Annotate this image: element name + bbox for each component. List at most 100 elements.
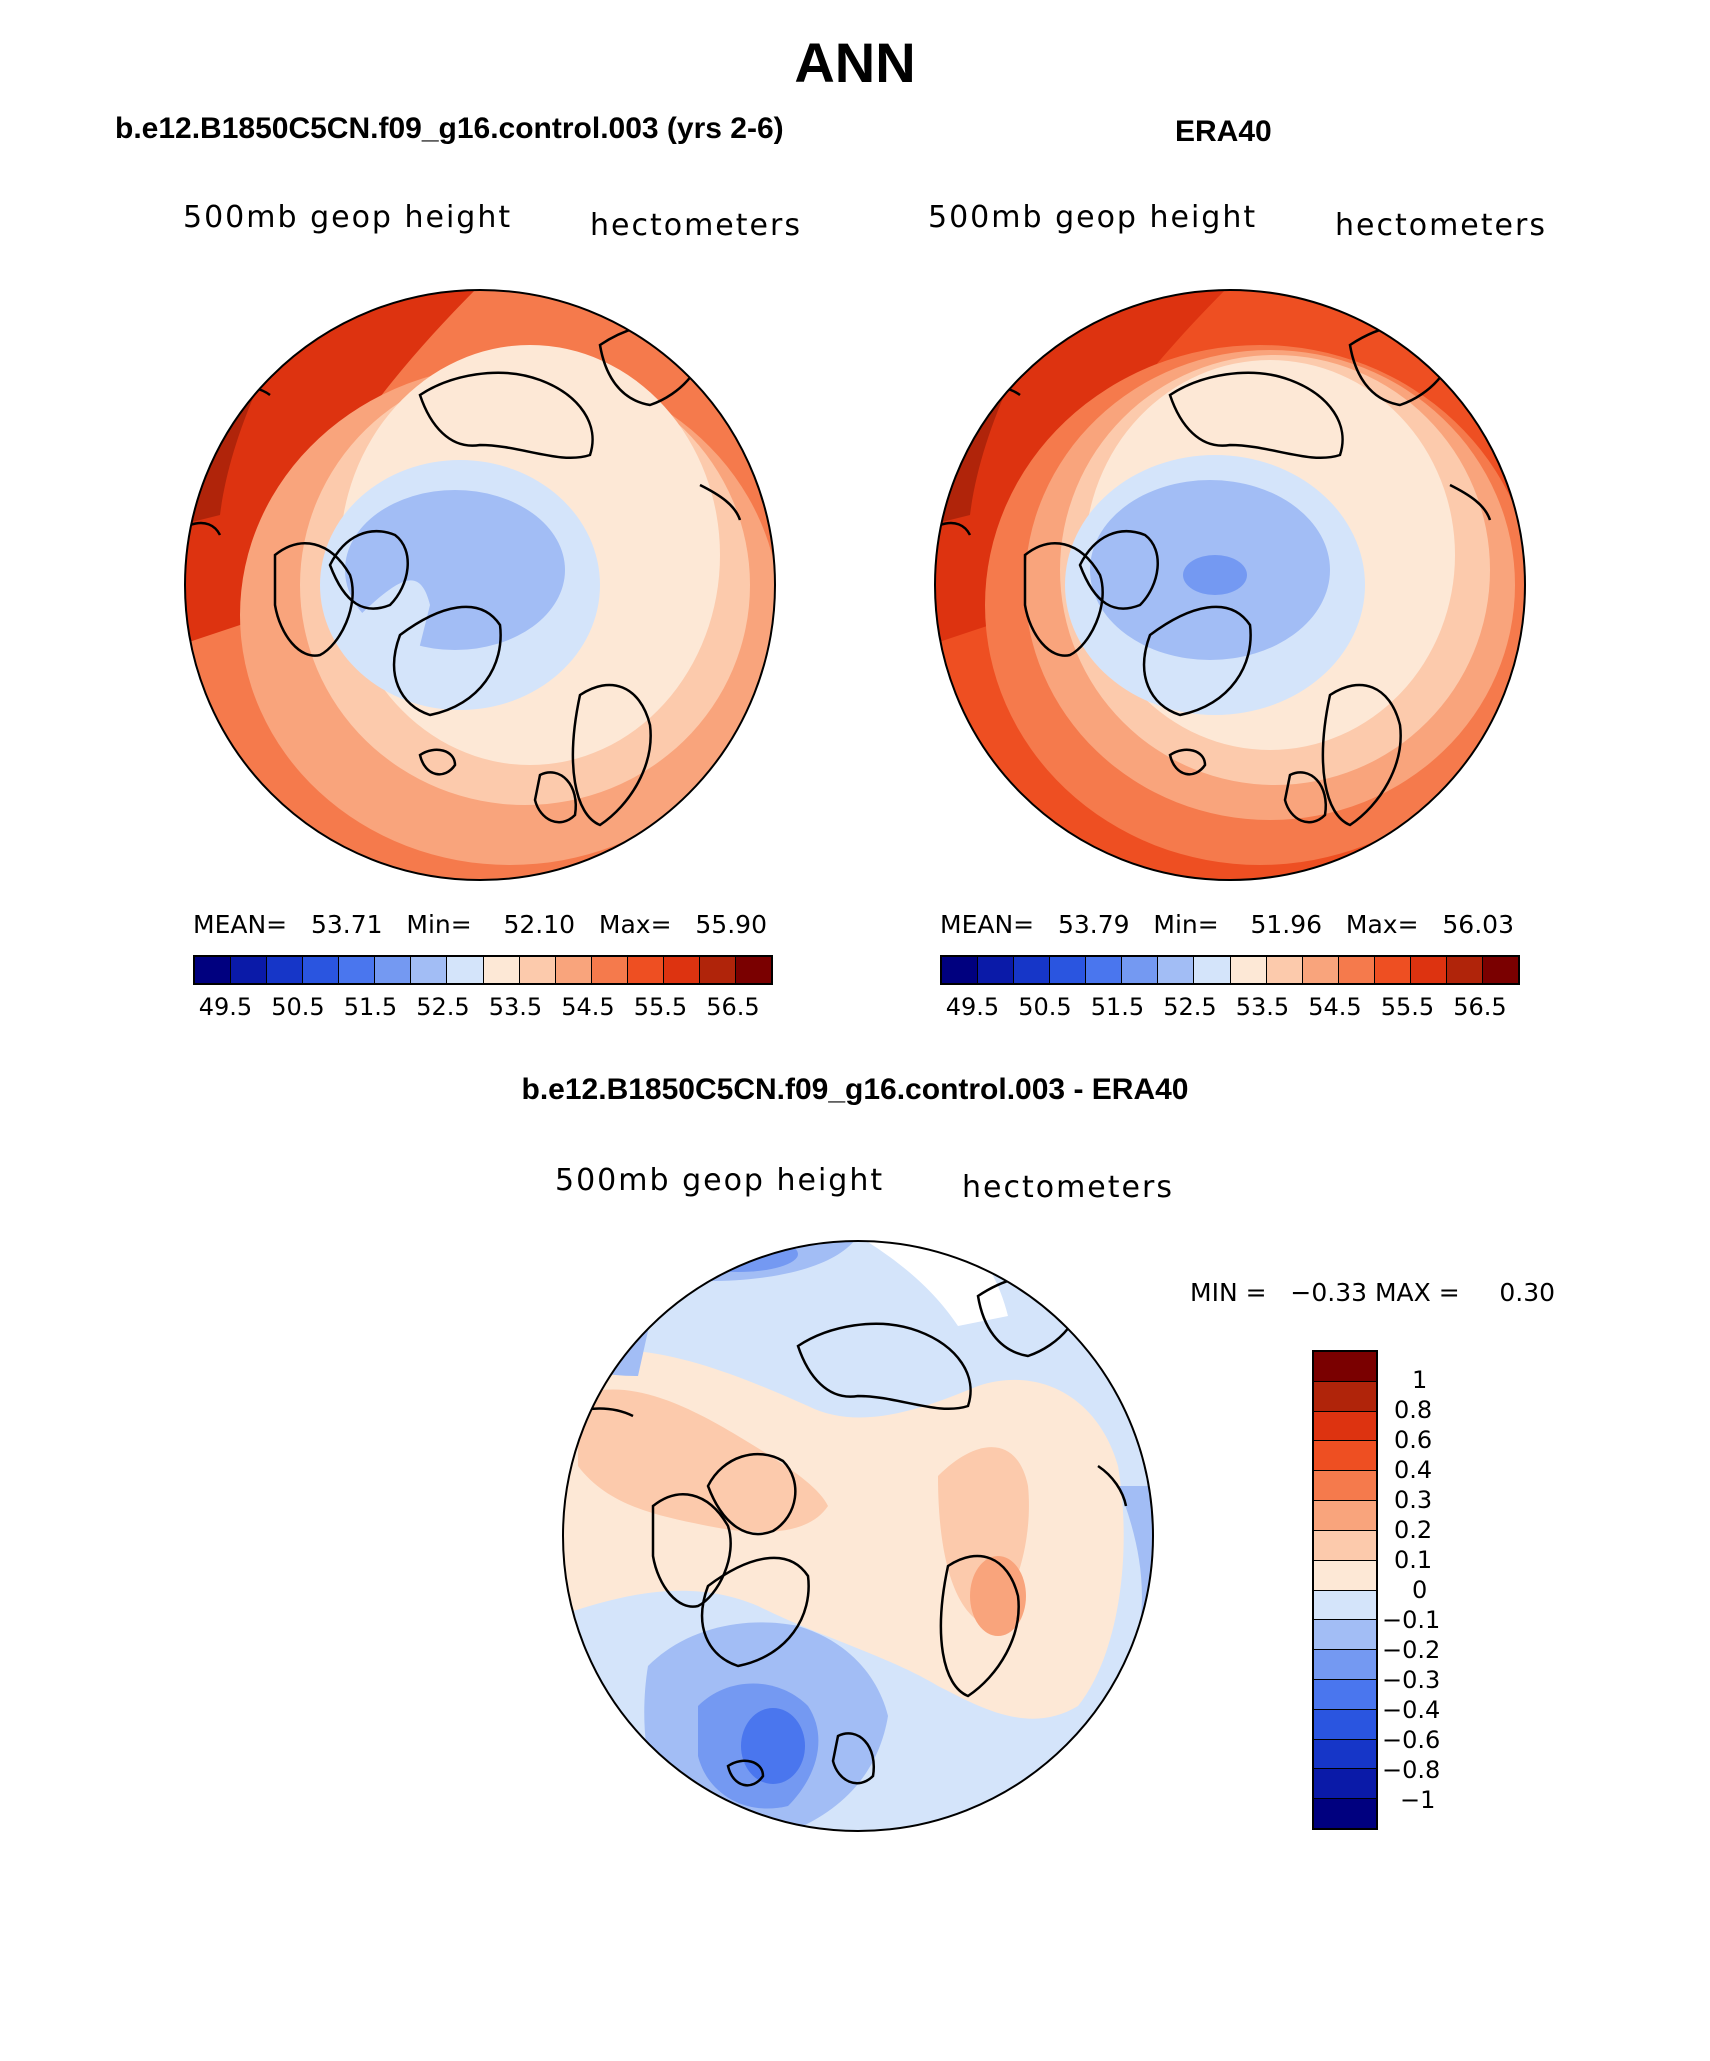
cb-vtick: 0.3 xyxy=(1394,1486,1433,1514)
colorbar-swatch xyxy=(1158,957,1195,983)
model-min-label: Min= xyxy=(406,910,472,939)
colorbar-swatch xyxy=(1314,1441,1376,1472)
cb-tick: 49.5 xyxy=(945,993,1000,1021)
colorbar-swatch xyxy=(555,957,592,983)
colorbar-swatch xyxy=(1314,1560,1376,1591)
colorbar-swatch xyxy=(1374,957,1411,983)
model-max-label: Max= xyxy=(598,910,672,939)
colorbar-swatch xyxy=(591,957,628,983)
diff-variable-label: 500mb geop height xyxy=(555,1163,885,1198)
cb-vtick: −0.1 xyxy=(1382,1606,1441,1634)
obs-colorbar xyxy=(940,955,1520,985)
cb-vtick: −0.6 xyxy=(1382,1726,1441,1754)
colorbar-swatch xyxy=(1314,1620,1376,1651)
diff-panel-title: b.e12.B1850C5CN.f09_g16.control.003 - ER… xyxy=(521,1073,1189,1106)
colorbar-swatch xyxy=(1266,957,1303,983)
colorbar-swatch xyxy=(1314,1352,1376,1382)
colorbar-swatch xyxy=(1314,1530,1376,1561)
cb-tick: 55.5 xyxy=(633,993,688,1021)
cb-vtick: 0 xyxy=(1412,1576,1428,1604)
model-colorbar-ticks: 49.5 50.5 51.5 52.5 53.5 54.5 55.5 56.5 xyxy=(193,993,773,1023)
colorbar-swatch xyxy=(1122,957,1159,983)
obs-max-label: Max= xyxy=(1345,910,1419,939)
model-max-value: 55.90 xyxy=(695,910,767,939)
colorbar-swatch xyxy=(978,957,1015,983)
cb-vtick: 0.6 xyxy=(1394,1426,1433,1454)
colorbar-swatch xyxy=(1314,1650,1376,1680)
cb-vtick: 0.4 xyxy=(1394,1456,1433,1484)
model-units-label: hectometers xyxy=(590,208,802,243)
colorbar-swatch xyxy=(1410,957,1447,983)
model-stats: MEAN= 53.71 Min= 52.10 Max= 55.90 xyxy=(193,910,767,939)
cb-tick: 56.5 xyxy=(706,993,760,1021)
cb-vtick: 0.8 xyxy=(1394,1396,1433,1424)
cb-tick: 50.5 xyxy=(271,993,325,1021)
colorbar-swatch xyxy=(411,957,448,983)
diff-min-label: MIN = xyxy=(1190,1278,1267,1307)
obs-panel-title: ERA40 xyxy=(1175,115,1272,148)
cb-vtick: 0.2 xyxy=(1394,1516,1433,1544)
cb-vtick: −0.4 xyxy=(1382,1696,1441,1724)
obs-variable-label: 500mb geop height xyxy=(928,200,1258,235)
colorbar-swatch xyxy=(663,957,700,983)
main-title: ANN xyxy=(794,31,916,94)
cb-tick: 53.5 xyxy=(488,993,543,1021)
cb-tick: 51.5 xyxy=(1090,993,1145,1021)
cb-vtick: −0.3 xyxy=(1382,1666,1441,1694)
colorbar-swatch xyxy=(339,957,376,983)
colorbar-swatch xyxy=(1230,957,1267,983)
colorbar-swatch xyxy=(267,957,304,983)
obs-mean-label: MEAN= xyxy=(940,910,1035,939)
obs-min-value: 51.96 xyxy=(1250,910,1323,939)
obs-stats: MEAN= 53.79 Min= 51.96 Max= 56.03 xyxy=(940,910,1514,939)
colorbar-swatch xyxy=(1314,1590,1376,1621)
cb-tick: 53.5 xyxy=(1235,993,1290,1021)
cb-tick: 55.5 xyxy=(1380,993,1435,1021)
cb-vtick: 1 xyxy=(1412,1366,1428,1394)
colorbar-swatch xyxy=(1314,1381,1376,1412)
diff-colorbar xyxy=(1312,1350,1378,1830)
cb-vtick: −1 xyxy=(1400,1786,1436,1814)
colorbar-swatch xyxy=(375,957,412,983)
colorbar-swatch xyxy=(1314,1411,1376,1442)
colorbar-swatch xyxy=(1086,957,1123,983)
diff-max-label: MAX = xyxy=(1374,1278,1460,1307)
obs-colorbar-ticks: 49.5 50.5 51.5 52.5 53.5 54.5 55.5 56.5 xyxy=(940,993,1520,1023)
colorbar-swatch xyxy=(1314,1739,1376,1770)
colorbar-swatch xyxy=(231,957,268,983)
colorbar-swatch xyxy=(483,957,520,983)
cb-tick: 51.5 xyxy=(343,993,398,1021)
cb-vtick: −0.8 xyxy=(1382,1756,1441,1784)
obs-polar-map xyxy=(934,289,1526,881)
colorbar-swatch xyxy=(1446,957,1483,983)
model-mean-label: MEAN= xyxy=(193,910,288,939)
model-panel-title: b.e12.B1850C5CN.f09_g16.control.003 (yrs… xyxy=(115,112,784,145)
cb-tick: 54.5 xyxy=(561,993,615,1021)
diff-max-value: 0.30 xyxy=(1499,1278,1556,1307)
colorbar-swatch xyxy=(699,957,736,983)
cb-tick: 52.5 xyxy=(1163,993,1217,1021)
colorbar-swatch xyxy=(1314,1799,1376,1828)
cb-tick: 54.5 xyxy=(1308,993,1362,1021)
diff-stats: MIN = −0.33 MAX = 0.30 xyxy=(1190,1278,1555,1307)
model-colorbar xyxy=(193,955,773,985)
colorbar-swatch xyxy=(447,957,484,983)
cb-tick: 52.5 xyxy=(416,993,470,1021)
cb-tick: 49.5 xyxy=(198,993,253,1021)
cb-vtick: −0.2 xyxy=(1382,1636,1441,1664)
model-polar-map xyxy=(184,289,776,881)
diff-polar-map xyxy=(562,1240,1154,1832)
diff-units-label: hectometers xyxy=(962,1170,1174,1205)
cb-tick: 50.5 xyxy=(1018,993,1072,1021)
colorbar-swatch xyxy=(1314,1501,1376,1531)
colorbar-swatch xyxy=(1314,1679,1376,1710)
colorbar-swatch xyxy=(627,957,664,983)
diff-colorbar-ticks: 1 0.8 0.6 0.4 0.3 0.2 0.1 0 −0.1 −0.2 −0… xyxy=(1382,1350,1502,1830)
obs-mean-value: 53.79 xyxy=(1057,910,1130,939)
colorbar-swatch xyxy=(1050,957,1087,983)
colorbar-swatch xyxy=(1014,957,1051,983)
colorbar-swatch xyxy=(195,957,232,983)
colorbar-swatch xyxy=(303,957,340,983)
colorbar-swatch xyxy=(942,957,979,983)
colorbar-swatch xyxy=(1338,957,1375,983)
